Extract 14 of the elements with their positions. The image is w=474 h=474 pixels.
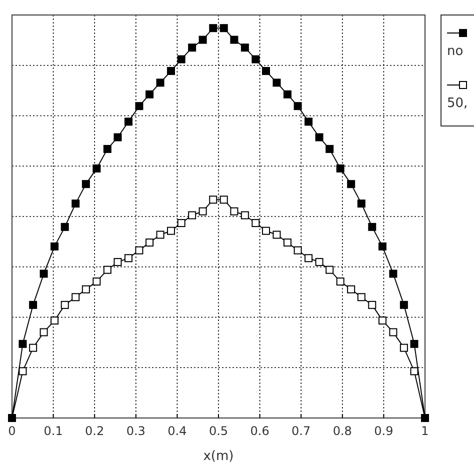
x-axis-title: x(m) [203,449,234,464]
x-tick-label: 0.7 [292,424,311,438]
x-tick-label: 0.2 [85,424,104,438]
legend-label: no [447,44,464,59]
x-tick-label: 0.4 [168,424,187,438]
x-tick-label: 0.8 [332,424,352,438]
x-tick-label: 0.6 [250,424,270,438]
x-tick-label: 0 [8,424,16,438]
x-tick-label: 0.5 [208,424,228,438]
x-tick-label: 0.1 [44,424,63,438]
legend-label: 50, [447,96,468,111]
x-tick-label: 0.9 [374,424,394,438]
x-tick-label: 1 [421,424,429,438]
x-tick-label: 0.3 [126,424,146,438]
